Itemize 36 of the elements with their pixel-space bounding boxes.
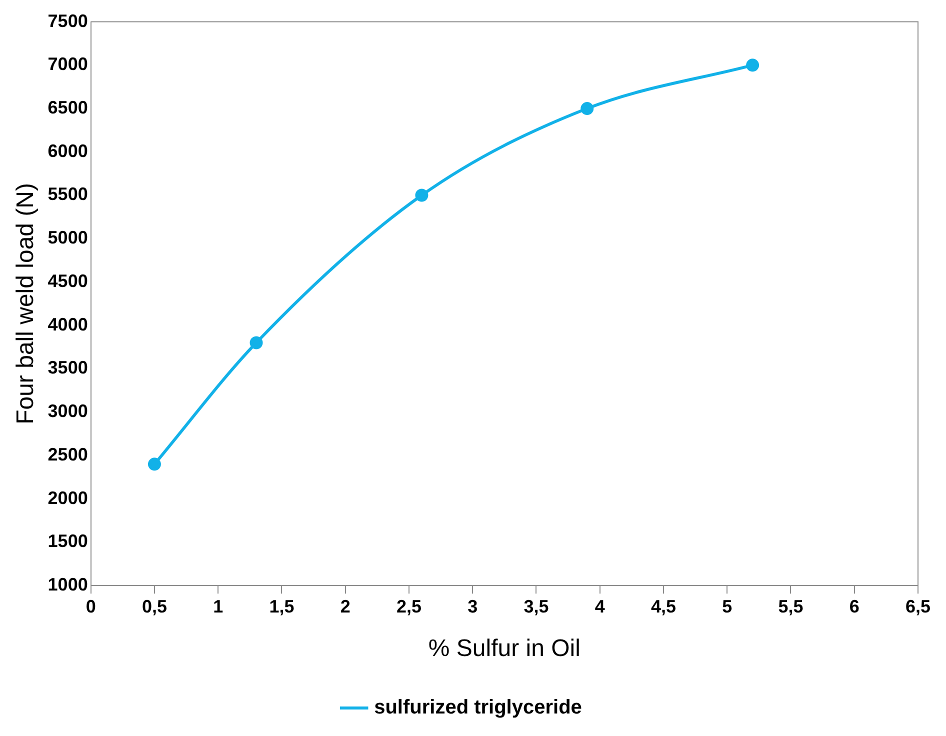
point (250, 336, 263, 350)
x-tick-label: 6,5 (905, 596, 931, 616)
y-tick-label: 5000 (48, 228, 88, 248)
x-tick-label: 3,5 (524, 596, 549, 616)
x-tick-label: 2 (340, 596, 350, 616)
legend-label: sulfurized triglyceride (374, 696, 582, 719)
y-tick-label: 7000 (48, 54, 88, 74)
x-tick-label: 5,5 (778, 596, 804, 616)
x-tick-label: 5 (722, 596, 732, 616)
x-tick-label: 1 (213, 596, 224, 616)
y-tick-label: 7500 (48, 10, 88, 31)
x-tick-label: 6 (849, 596, 860, 616)
y-tick-label: 1000 (48, 574, 88, 595)
point (746, 58, 760, 72)
y-tick-label: 2000 (48, 488, 88, 508)
x-tick-label: 2,5 (396, 596, 422, 616)
point (415, 188, 428, 202)
x-tick-label: 4,5 (650, 596, 676, 616)
point (148, 458, 161, 471)
x-tick-label: 0,5 (142, 596, 167, 616)
y-tick-label: 3500 (48, 358, 88, 378)
y-tick-label: 4000 (48, 314, 88, 334)
x-tick-label: 4 (594, 596, 605, 616)
y-tick-label: 6000 (48, 140, 88, 161)
y-tick-label: 5500 (48, 184, 88, 204)
x-tick-label: 3 (468, 596, 478, 616)
point (580, 102, 594, 116)
y-tick-label: 3000 (48, 401, 88, 422)
y-axis-title: Four ball weld load (N) (12, 182, 40, 424)
x-axis-title: % Sulfur in Oil (428, 635, 580, 662)
y-tick-label: 4500 (48, 270, 88, 291)
y-tick-label: 2500 (48, 444, 88, 464)
x-tick-label: 1,5 (269, 596, 294, 616)
y-tick-label: 6500 (48, 98, 88, 118)
x-tick-label: 0 (86, 596, 96, 616)
y-tick-label: 1500 (48, 531, 88, 552)
